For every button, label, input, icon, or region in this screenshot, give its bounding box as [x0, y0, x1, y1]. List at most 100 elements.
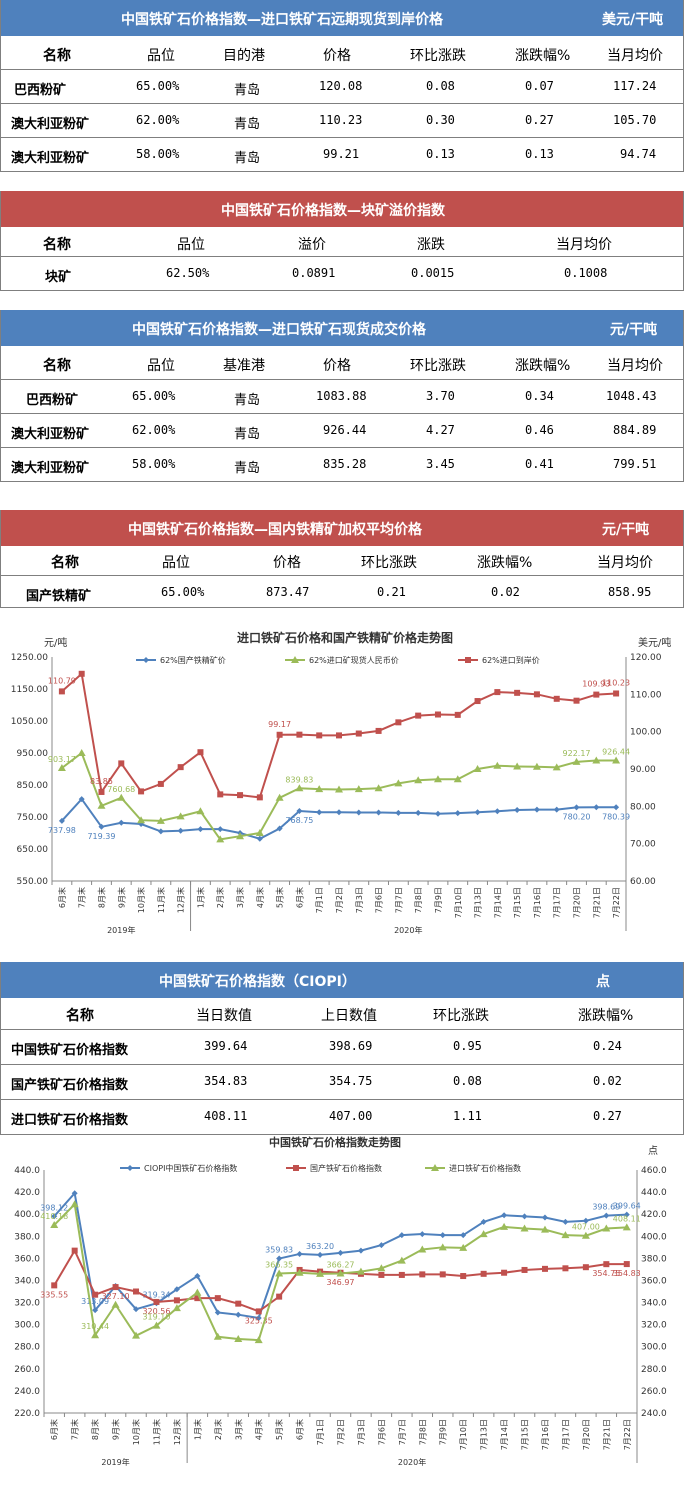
x-tick-label: 7月8日: [418, 1419, 427, 1445]
column-header: 基准港: [223, 358, 265, 374]
data-point: [521, 1213, 528, 1220]
forward-price-column-headers: 名称 品位 目的港 价格 环比涨跌 涨跌幅% 当月均价: [1, 36, 683, 70]
grade-cell: 65.00%: [132, 389, 176, 403]
data-point: [236, 832, 245, 840]
month-avg-cell: 884.89: [613, 423, 657, 437]
data-point: [137, 816, 146, 824]
data-label: 410.18: [40, 1212, 68, 1221]
x-tick-label: 5月末: [275, 887, 285, 908]
data-point: [256, 794, 263, 801]
y-tick-label: 850.00: [17, 781, 49, 791]
y-tick-label: 240.0: [14, 1387, 40, 1397]
x-tick-label: 10月末: [131, 1419, 141, 1445]
data-point: [459, 1243, 468, 1251]
row-name: 澳大利亚粉矿: [11, 151, 90, 166]
x-tick-label: 11月末: [151, 1419, 161, 1445]
premium-cell: 0.0891: [292, 266, 336, 280]
data-point: [453, 775, 462, 783]
y2-tick-label: 420.0: [641, 1210, 667, 1220]
change-pct-cell: 0.07: [525, 79, 554, 93]
spot-price-header: 中国铁矿石价格指数—进口铁矿石现货成交价格 元/干吨: [1, 310, 683, 346]
column-header: 环比涨跌: [410, 358, 466, 374]
column-header: 环比涨跌: [410, 48, 466, 64]
x-tick-label: 7月14日: [500, 1419, 509, 1450]
port-cell: 青岛: [234, 461, 261, 476]
row-name: 巴西粉矿: [14, 83, 67, 98]
data-point: [514, 806, 521, 813]
data-label: 839.83: [285, 775, 313, 784]
y2-tick-label: 380.0: [641, 1254, 667, 1264]
data-point: [336, 1269, 345, 1277]
year-label: 2019年: [101, 1457, 129, 1467]
column-header: 名称: [43, 237, 71, 253]
x-tick-label: 7月3日: [357, 1419, 366, 1445]
x-tick-label: 7月16日: [541, 1419, 550, 1450]
year-label: 2019年: [107, 925, 135, 935]
x-tick-label: 7月17日: [561, 1419, 570, 1450]
data-label: 760.68: [107, 785, 135, 794]
column-header: 当月均价: [556, 237, 612, 253]
data-point: [582, 1217, 589, 1224]
x-tick-label: 7月6日: [377, 1419, 386, 1445]
data-point: [513, 762, 522, 770]
data-point: [603, 1212, 610, 1219]
data-point: [315, 785, 324, 793]
data-label: 325.35: [245, 1316, 273, 1325]
data-point: [132, 1331, 141, 1339]
data-point: [419, 1271, 426, 1278]
data-point: [91, 1331, 100, 1339]
table-row: 国产铁矿石价格指数 354.83 354.75 0.08 0.02: [1, 1065, 683, 1100]
data-point: [296, 808, 303, 814]
y-tick-label: 360.0: [14, 1254, 40, 1264]
table-row: 巴西粉矿 65.00% 青岛 1083.88 3.70 0.34 1048.43: [1, 380, 683, 414]
data-label: 922.17: [563, 749, 591, 758]
data-point: [479, 1230, 488, 1238]
data-point: [173, 1297, 180, 1304]
x-tick-label: 7月1日: [315, 887, 324, 913]
data-point: [593, 691, 600, 698]
x-tick-label: 6月末: [49, 1419, 59, 1440]
x-tick-label: 7月15日: [513, 887, 522, 918]
y2-tick-label: 60.00: [630, 877, 656, 887]
data-point: [71, 1190, 78, 1197]
data-point: [337, 1249, 344, 1256]
data-point: [480, 1270, 487, 1277]
change-pct-cell: 0.13: [525, 147, 554, 161]
column-header: 品位: [177, 237, 205, 253]
table-row: 澳大利亚粉矿 62.00% 青岛 110.23 0.30 0.27 105.70: [1, 104, 683, 138]
price-trend-chart-svg: 进口铁矿石价格和国产铁精矿价格走势图 元/吨 美元/吨 62%国产铁精矿价 62%…: [11, 630, 672, 935]
data-point: [514, 689, 521, 696]
row-name: 澳大利亚粉矿: [11, 461, 90, 476]
y2-tick-label: 90.00: [630, 765, 656, 775]
column-header: 名称: [43, 358, 71, 374]
data-point: [473, 765, 482, 772]
data-point: [433, 775, 442, 783]
y-tick-label: 400.0: [14, 1210, 40, 1220]
data-point: [375, 727, 382, 734]
data-point: [157, 828, 164, 835]
data-point: [152, 1321, 161, 1329]
table-row: 国产铁精矿 65.00% 873.47 0.21 0.02 858.95: [1, 576, 683, 608]
column-header: 名称: [51, 555, 79, 571]
data-point: [561, 1231, 570, 1239]
port-cell: 青岛: [234, 427, 261, 442]
month-avg-cell: 94.74: [620, 147, 657, 161]
ciopi-unit: 点: [596, 974, 610, 990]
row-name: 国产铁精矿: [26, 589, 92, 604]
y2-tick-label: 320.0: [641, 1321, 667, 1331]
x-tick-label: 7月1日: [316, 1419, 325, 1445]
x-tick-label: 7月10日: [454, 887, 463, 918]
grade-cell: 58.00%: [132, 457, 176, 471]
spot-price-title: 中国铁矿石价格指数—进口铁矿石现货成交价格: [132, 322, 426, 338]
column-header: 当月均价: [597, 555, 653, 571]
data-point: [562, 1218, 569, 1225]
data-point: [415, 712, 422, 719]
data-point: [541, 1265, 548, 1272]
x-tick-label: 1月末: [195, 887, 205, 908]
x-tick-label: 7月13日: [474, 887, 483, 918]
y-tick-label: 260.0: [14, 1365, 40, 1375]
data-point: [57, 763, 66, 771]
spot-price-column-headers: 名称 品位 基准港 价格 环比涨跌 涨跌幅% 当月均价: [1, 346, 683, 380]
data-point: [395, 809, 402, 816]
data-point: [394, 779, 403, 787]
